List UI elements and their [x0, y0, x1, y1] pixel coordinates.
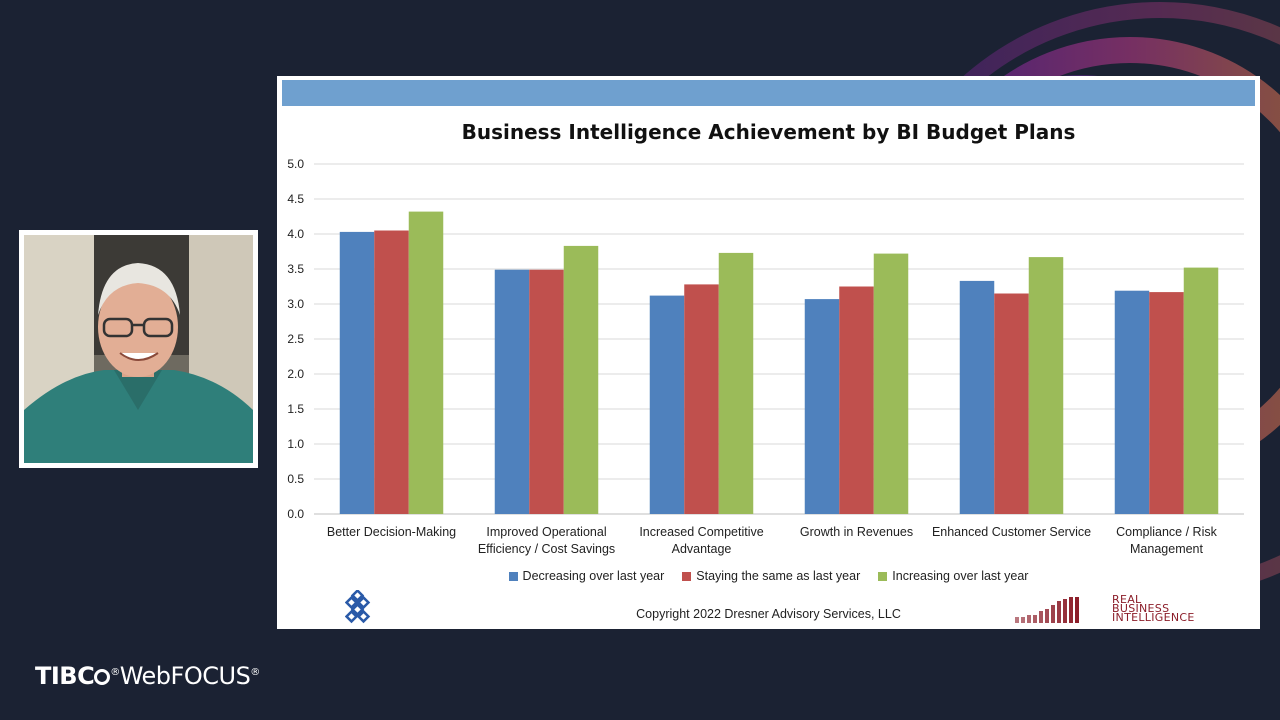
chart-title: Business Intelligence Achievement by BI … — [461, 120, 1076, 144]
bar — [684, 284, 719, 514]
logo-bar — [1027, 615, 1031, 623]
bar — [873, 253, 909, 514]
x-tick-label: Management — [1130, 542, 1203, 556]
logo-bar — [1021, 617, 1025, 623]
x-tick-label: Improved Operational — [486, 525, 606, 539]
y-tick-label: 3.5 — [287, 262, 304, 276]
logo-bar — [1033, 615, 1037, 623]
y-tick-label: 2.5 — [287, 332, 304, 346]
chart-legend: Decreasing over last year Staying the sam… — [277, 569, 1260, 584]
bar — [718, 252, 754, 514]
bar — [804, 299, 840, 514]
x-tick-label: Increased Competitive — [639, 525, 763, 539]
legend-item: Decreasing over last year — [508, 569, 665, 583]
legend-swatch — [682, 571, 692, 581]
logo-bar — [1063, 599, 1067, 623]
logo-text: REAL BUSINESS INTELLIGENCE — [1112, 593, 1195, 624]
legend-item: Increasing over last year — [878, 569, 1028, 583]
legend-label: Staying the same as last year — [696, 569, 861, 583]
y-tick-label: 5.0 — [287, 157, 304, 171]
logo-bar — [1075, 597, 1079, 623]
bar — [1028, 257, 1064, 514]
brand-logo: TIBC ®WebFOCUS® — [35, 662, 260, 690]
bar — [959, 280, 995, 514]
bar — [1114, 290, 1150, 514]
y-tick-label: 1.5 — [287, 402, 304, 416]
bar — [529, 269, 564, 514]
bar — [374, 230, 409, 514]
legend-item: Staying the same as last year — [682, 569, 860, 583]
bar — [1183, 267, 1219, 514]
logo-bar — [1039, 611, 1043, 623]
x-tick-label: Advantage — [672, 542, 732, 556]
y-tick-label: 0.5 — [287, 472, 304, 486]
bar — [839, 286, 874, 514]
speaker-video — [24, 235, 253, 463]
x-tick-label: Enhanced Customer Service — [932, 525, 1091, 539]
copyright-text: Copyright 2022 Dresner Advisory Services… — [636, 607, 901, 621]
logo-bar — [1015, 617, 1019, 623]
slide-header-band — [282, 80, 1255, 106]
legend-label: Decreasing over last year — [522, 569, 665, 583]
bar — [1149, 292, 1184, 514]
legend-label: Increasing over last year — [892, 569, 1029, 583]
brand-name-left: TIBC — [35, 662, 95, 690]
y-tick-label: 0.0 — [287, 507, 304, 521]
legend-swatch — [508, 571, 518, 581]
bar-logo-icon: REAL BUSINESS INTELLIGENCE — [1015, 593, 1215, 625]
x-tick-label: Better Decision-Making — [327, 525, 456, 539]
speaker-video-tile[interactable] — [19, 230, 258, 468]
presentation-slide: Business Intelligence Achievement by BI … — [277, 76, 1260, 629]
y-tick-label: 4.5 — [287, 192, 304, 206]
bar — [494, 269, 530, 514]
x-tick-label: Compliance / Risk — [1116, 525, 1217, 539]
knot-logo-icon — [344, 588, 375, 629]
x-tick-label: Efficiency / Cost Savings — [478, 542, 615, 556]
brand-mark-2: ® — [250, 667, 260, 678]
y-tick-label: 3.0 — [287, 297, 304, 311]
y-tick-label: 4.0 — [287, 227, 304, 241]
logo-bar — [1045, 609, 1049, 623]
bar — [408, 211, 444, 514]
logo-bar — [1057, 601, 1061, 623]
legend-swatch — [878, 571, 888, 581]
x-tick-label: Growth in Revenues — [800, 525, 913, 539]
brand-o-ring-icon — [94, 669, 111, 685]
y-tick-label: 1.0 — [287, 437, 304, 451]
bar — [563, 245, 599, 514]
bar — [649, 295, 685, 514]
bar — [994, 293, 1029, 514]
y-tick-label: 2.0 — [287, 367, 304, 381]
brand-name-right: WebFOCUS — [119, 662, 251, 690]
person-avatar-icon — [24, 235, 253, 463]
bar — [339, 231, 375, 514]
logo-bar — [1069, 597, 1073, 623]
brand-mark: ® — [110, 667, 120, 678]
logo-bar — [1051, 605, 1055, 623]
bar-chart: 0.0 0.5 1.0 1.5 2.0 2.5 3.0 3.5 4.0 4.5 5.0 Better … — [287, 157, 1244, 556]
